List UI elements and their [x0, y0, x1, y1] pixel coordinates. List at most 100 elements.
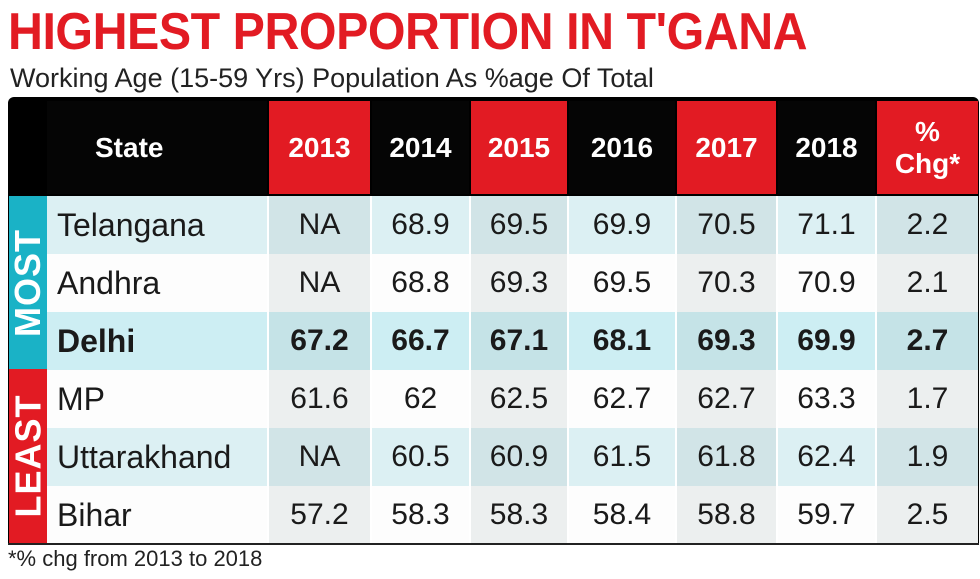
column-shade — [877, 196, 978, 254]
group-label-most: MOST — [7, 196, 48, 369]
header-pct-chg-line1: % — [915, 115, 940, 147]
value-cell: NA — [298, 208, 341, 241]
column-separator — [567, 196, 569, 543]
table-row: Delhi 67.2 66.7 67.1 68.1 69.3 69.9 2.7 — [47, 312, 978, 370]
column-separator — [469, 196, 471, 543]
header-2013: 2013 — [269, 101, 370, 194]
value-cell: 67.2 — [290, 324, 349, 357]
column-separator — [370, 196, 372, 543]
value-cell: 60.9 — [489, 440, 549, 473]
state-name-cell: Delhi — [57, 322, 136, 359]
value-cell: NA — [298, 266, 341, 299]
value-cell: 62.7 — [592, 382, 652, 415]
pct-change-cell: 1.7 — [906, 382, 949, 415]
column-shade — [471, 370, 567, 428]
footnote: *% chg from 2013 to 2018 — [8, 546, 263, 571]
header-2017: 2017 — [677, 101, 776, 194]
table-row: MP 61.6 62 62.5 62.7 62.7 63.3 1.7 — [47, 370, 978, 428]
column-shade — [677, 254, 776, 312]
table-row: Telangana NA 68.9 69.5 69.9 70.5 71.1 2.2 — [47, 196, 978, 254]
value-cell: 62.4 — [797, 440, 856, 473]
header-2018: 2018 — [778, 101, 875, 194]
pct-change-cell: 2.2 — [906, 208, 949, 241]
column-shade — [269, 370, 370, 428]
value-cell: 69.5 — [489, 208, 549, 241]
state-name-cell: Uttarakhand — [57, 438, 232, 475]
table-row: Bihar 57.2 58.3 58.3 58.4 58.8 59.7 2.5 — [47, 486, 978, 544]
value-cell: 70.5 — [697, 208, 756, 241]
state-name-cell: Telangana — [57, 206, 205, 243]
pct-change-cell: 2.1 — [906, 266, 949, 299]
value-cell: 67.1 — [489, 324, 549, 357]
value-cell: 61.5 — [592, 440, 652, 473]
column-shade — [677, 312, 776, 370]
value-cell: 70.9 — [797, 266, 856, 299]
column-shade — [471, 486, 567, 544]
value-cell: 60.5 — [391, 440, 450, 473]
value-cell: 61.6 — [290, 382, 349, 415]
column-shade — [471, 196, 567, 254]
column-shade — [877, 486, 978, 544]
column-shade — [269, 428, 370, 486]
table-bottom-rule — [8, 543, 979, 545]
row-background — [47, 370, 978, 428]
chart-title: HIGHEST PROPORTION IN T'GANA — [8, 3, 808, 61]
header-pct-chg-line2: Chg* — [894, 147, 961, 179]
column-shade — [877, 428, 978, 486]
column-shade — [269, 196, 370, 254]
column-shade — [471, 428, 567, 486]
value-cell: 58.4 — [592, 498, 652, 531]
column-shade — [471, 312, 567, 370]
header-2014: 2014 — [372, 101, 469, 194]
value-cell: 70.3 — [697, 266, 756, 299]
row-background — [47, 196, 978, 254]
table-row: Andhra NA 68.8 69.3 69.5 70.3 70.9 2.1 — [47, 254, 978, 312]
header-pct-chg: % Chg* — [877, 101, 978, 194]
column-shade — [677, 196, 776, 254]
row-background — [47, 428, 978, 486]
column-shade — [877, 254, 978, 312]
value-cell: 69.3 — [489, 266, 549, 299]
column-shade — [269, 312, 370, 370]
column-separator — [776, 196, 778, 543]
value-cell: 58.8 — [697, 498, 756, 531]
column-separator — [875, 196, 877, 543]
value-cell: 69.9 — [592, 208, 652, 241]
value-cell: 57.2 — [290, 498, 349, 531]
value-cell: 69.3 — [697, 324, 756, 357]
pct-change-cell: 2.5 — [906, 498, 949, 531]
value-cell: 59.7 — [797, 498, 856, 531]
value-cell: NA — [298, 440, 341, 473]
value-cell: 68.8 — [391, 266, 450, 299]
row-background — [47, 486, 978, 544]
column-shade — [677, 486, 776, 544]
value-cell: 71.1 — [797, 208, 856, 241]
value-cell: 62.5 — [489, 382, 549, 415]
chart-subtitle: Working Age (15-59 Yrs) Population As %a… — [10, 63, 654, 93]
value-cell: 68.1 — [592, 324, 652, 357]
state-name-cell: Andhra — [57, 264, 161, 301]
pct-change-cell: 1.9 — [906, 440, 949, 473]
column-shade — [677, 428, 776, 486]
value-cell: 62 — [403, 382, 438, 415]
table-row: Uttarakhand NA 60.5 60.9 61.5 61.8 62.4 1.9 — [47, 428, 978, 486]
state-name-cell: MP — [57, 380, 105, 417]
group-label-least: LEAST — [7, 369, 48, 543]
value-cell: 58.3 — [489, 498, 549, 531]
value-cell: 69.5 — [592, 266, 652, 299]
row-background — [47, 254, 978, 312]
state-name-cell: Bihar — [57, 496, 132, 533]
value-cell: 58.3 — [391, 498, 450, 531]
value-cell: 69.9 — [797, 324, 856, 357]
column-shade — [269, 254, 370, 312]
value-cell: 68.9 — [391, 208, 450, 241]
column-shade — [471, 254, 567, 312]
header-state: State — [47, 101, 267, 194]
value-cell: 63.3 — [797, 382, 856, 415]
column-shade — [877, 370, 978, 428]
column-shade — [877, 312, 978, 370]
value-cell: 61.8 — [697, 440, 756, 473]
column-separator — [675, 196, 677, 543]
value-cell: 62.7 — [697, 382, 756, 415]
header-2016: 2016 — [569, 101, 675, 194]
